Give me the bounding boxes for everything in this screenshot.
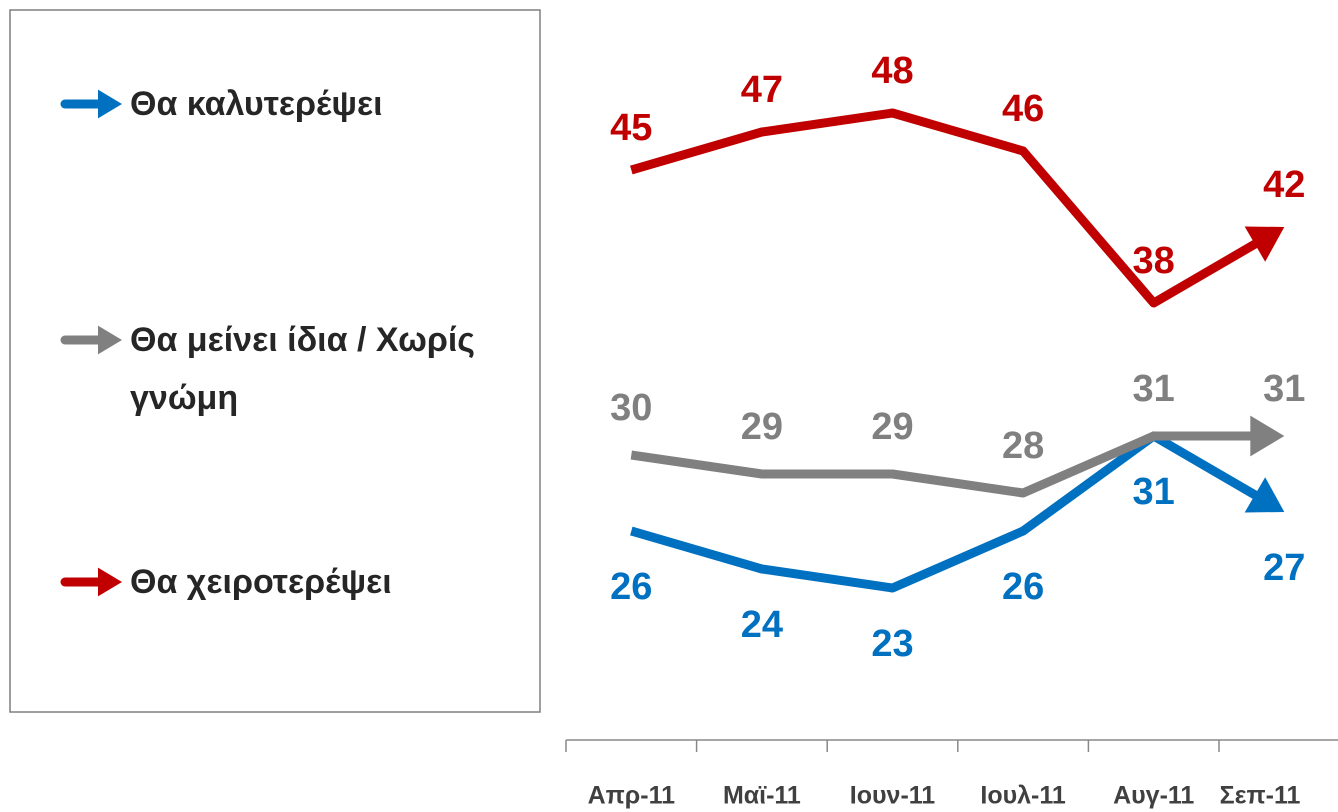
x-tick-label: Ιουν-11 [850,782,936,810]
legend-box [9,9,541,713]
data-label: 46 [1002,88,1044,130]
x-tick-label: Μαϊ-11 [723,782,801,810]
data-label: 29 [871,406,913,448]
legend-icon-head [98,89,122,119]
data-label: 42 [1263,164,1305,206]
arrow-head [1244,226,1285,262]
x-tick-label: Αυγ-11 [1113,782,1194,810]
legend-label: Θα μείνει ίδια / Χωρίς γνώμη [130,321,475,417]
data-label: 23 [871,623,913,665]
arrow-head [1250,415,1285,457]
x-tick-label: Σεπ-11 [1220,782,1301,810]
line [630,431,1268,593]
data-label: 28 [1002,425,1044,467]
data-label: 29 [741,406,783,448]
data-label: 30 [610,387,652,429]
data-label: 48 [871,50,913,92]
arrow-head [1244,477,1285,513]
line [630,108,1268,308]
data-label: 47 [741,69,783,111]
data-label: 26 [1002,566,1044,608]
data-label: 45 [610,107,652,149]
data-label: 27 [1263,547,1305,589]
data-label: 38 [1133,240,1175,282]
data-label: 24 [741,604,783,646]
legend-label: Θα καλυτερέψει [130,85,383,123]
data-label: 31 [1133,368,1175,410]
legend-icon-head [98,567,122,597]
x-tick-label: Ιουλ-11 [980,782,1066,810]
legend-icon-head [98,325,122,355]
data-label: 26 [610,566,652,608]
legend-label: Θα χειροτερέψει [130,563,392,601]
data-label: 31 [1263,368,1305,410]
line [630,431,1263,498]
x-tick-label: Απρ-11 [588,782,676,810]
data-label: 31 [1133,471,1175,513]
